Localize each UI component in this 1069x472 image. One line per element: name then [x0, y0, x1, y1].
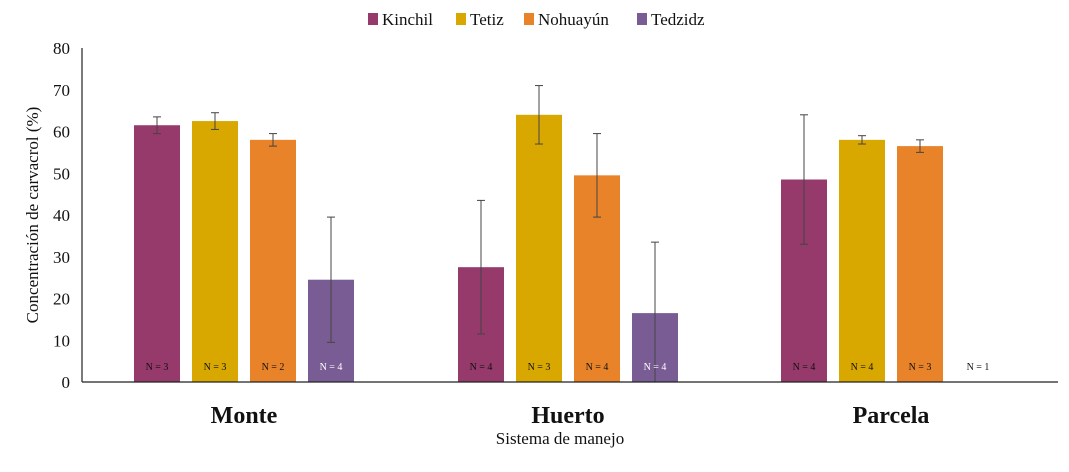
legend-label: Kinchil: [382, 10, 433, 29]
y-tick-label: 0: [62, 373, 71, 392]
bars: N = 3 N = 4 N = 4 N = 3 N = 3 N = 4 N = 2 N = 4…: [134, 85, 990, 383]
legend-label: Tedzidz: [651, 10, 705, 29]
y-tick-label: 70: [53, 81, 70, 100]
bar: [897, 146, 943, 382]
n-label: N = 4: [470, 362, 493, 373]
n-label: N = 4: [644, 362, 667, 373]
n-label: N = 4: [586, 362, 609, 373]
y-tick-label: 60: [53, 123, 70, 142]
y-tick-label: 30: [53, 248, 70, 267]
n-label: N = 4: [851, 362, 874, 373]
legend-swatch: [456, 13, 466, 25]
y-tick-label: 10: [53, 331, 70, 350]
legend-swatch: [637, 13, 647, 25]
n-label: N = 3: [204, 362, 227, 373]
bar: [134, 125, 180, 383]
n-label: N = 4: [793, 362, 816, 373]
y-tick-label: 20: [53, 290, 70, 309]
x-category-label: Huerto: [531, 403, 604, 429]
x-axis-title: Sistema de manejo: [496, 429, 624, 448]
legend-label: Nohuayún: [538, 10, 609, 29]
n-label: N = 4: [320, 362, 343, 373]
x-category-label: Parcela: [853, 403, 930, 429]
x-axis-categories: Monte Huerto Parcela: [211, 403, 930, 429]
y-tick-label: 80: [53, 39, 70, 58]
bar: [516, 114, 562, 383]
bar: [250, 139, 296, 382]
legend-label: Tetiz: [470, 10, 504, 29]
n-label: N = 1: [967, 362, 990, 373]
legend: Kinchil Tetiz Nohuayún Tedzidz: [368, 10, 705, 29]
y-tick-label: 40: [53, 206, 70, 225]
n-label: N = 3: [146, 362, 169, 373]
x-category-label: Monte: [211, 403, 278, 429]
y-axis-title: Concentración de carvacrol (%): [23, 107, 42, 324]
n-label: N = 3: [528, 362, 551, 373]
legend-swatch: [524, 13, 534, 25]
bar: [839, 139, 885, 382]
n-label: N = 2: [262, 362, 285, 373]
y-tick-label: 50: [53, 164, 70, 183]
y-axis: 0 10 20 30 40 50 60 70 80: [53, 39, 70, 392]
n-label: N = 3: [909, 362, 932, 373]
legend-swatch: [368, 13, 378, 25]
bar: [192, 121, 238, 382]
